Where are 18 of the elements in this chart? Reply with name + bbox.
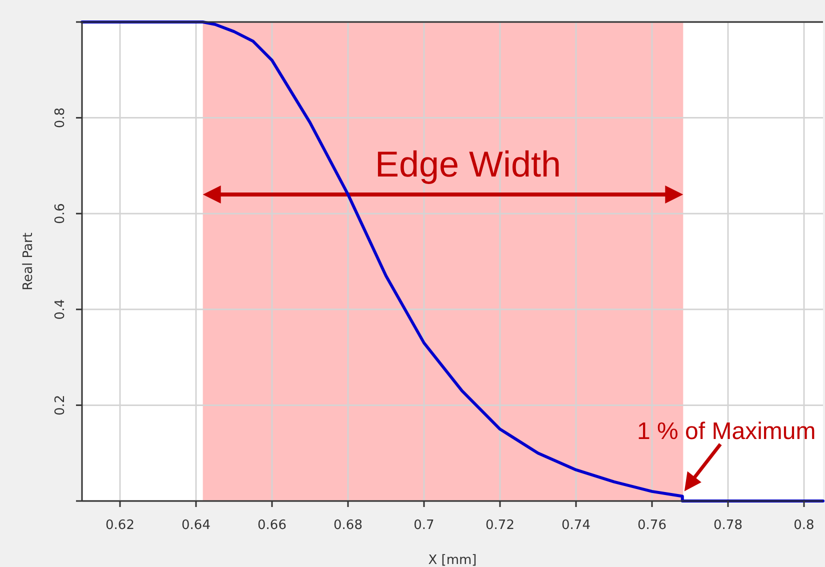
annotation: 1 % of Maximum	[637, 418, 816, 446]
x-tick-label: 0.7	[414, 518, 434, 533]
x-tick-label: 0.76	[638, 518, 666, 533]
x-tick-label: 0.72	[486, 518, 514, 533]
y-tick-label: 0.2	[53, 394, 68, 416]
y-tick-label: 0.6	[53, 203, 68, 224]
x-tick-label: 0.66	[258, 518, 286, 533]
y-tick-label: 0.8	[53, 107, 68, 128]
y-axis-title: Real Part	[21, 232, 36, 290]
x-tick-label: 0.62	[106, 518, 134, 533]
x-tick-label: 0.74	[562, 518, 590, 533]
x-tick-label: 0.64	[182, 518, 210, 533]
y-tick-label: 0.4	[53, 299, 68, 320]
band-label: Edge Width	[374, 143, 562, 184]
x-tick-label: 0.8	[794, 518, 814, 533]
x-tick-label: 0.68	[334, 518, 362, 533]
x-axis-title: X [mm]	[428, 553, 477, 567]
x-tick-label: 0.78	[714, 518, 742, 533]
